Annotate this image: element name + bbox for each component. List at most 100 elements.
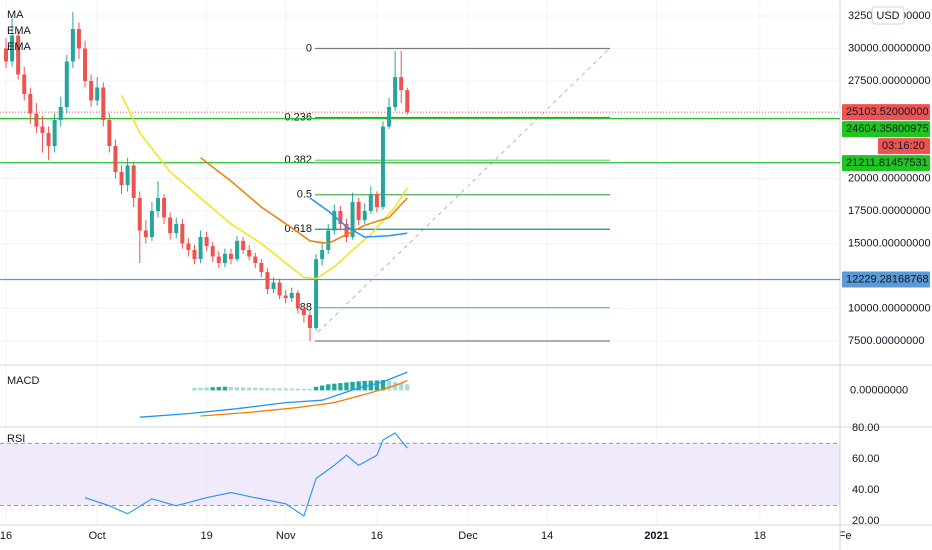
macd-histogram-bar: [289, 388, 294, 391]
moving-average-line: [200, 157, 408, 245]
macd-histogram-bar: [307, 388, 313, 391]
candle-body: [113, 146, 118, 172]
candle-body: [46, 133, 51, 146]
macd-histogram-bar: [350, 381, 355, 391]
rsi-tick-label: 20.00: [852, 515, 880, 527]
macd-histogram-bar: [253, 387, 258, 391]
macd-histogram-bar: [399, 383, 404, 391]
candle-body: [320, 249, 325, 260]
candle-body: [198, 236, 203, 260]
macd-histogram-bar: [271, 388, 276, 391]
macd-histogram-bar: [247, 387, 252, 391]
macd-histogram-bar: [386, 380, 392, 391]
rsi-line: [84, 432, 408, 517]
candle-body: [125, 165, 130, 185]
fib-label: 0.382: [284, 154, 312, 166]
candle-body: [222, 253, 227, 263]
macd-histogram-bar: [265, 388, 270, 391]
candle-body: [247, 249, 252, 257]
macd-histogram-bar: [210, 387, 215, 391]
macd-histogram-bar: [362, 380, 367, 391]
fib-label: 0.5: [297, 189, 312, 201]
candle-body: [95, 87, 100, 101]
candle-body: [89, 81, 94, 101]
candle-body: [28, 94, 33, 114]
candle-body: [174, 223, 179, 234]
candle-body: [253, 256, 258, 263]
price-badge-label: 03:16:20: [882, 140, 925, 152]
candle-body: [40, 126, 45, 134]
candle-body: [289, 292, 294, 299]
price-badge: [842, 104, 930, 121]
macd-histogram-bar: [259, 387, 264, 391]
candle-body: [4, 48, 8, 62]
candle-body: [356, 201, 361, 221]
candle-body: [58, 107, 63, 121]
macd-histogram-bar: [301, 388, 307, 391]
price-badge-label: 24604.35800975: [846, 123, 929, 135]
candle-body: [344, 223, 349, 237]
candle-body: [314, 259, 319, 328]
candle-body: [131, 165, 136, 198]
candle-body: [192, 249, 197, 260]
candle-body: [259, 262, 264, 273]
fib-label: 0: [306, 42, 312, 54]
candle-body: [34, 113, 39, 127]
candle-body: [22, 74, 27, 95]
macd-histogram-bar: [222, 386, 228, 391]
legend-label: MA: [7, 9, 24, 21]
macd-histogram-bar: [240, 387, 246, 391]
candle-body: [308, 314, 312, 328]
candle-body: [332, 210, 337, 231]
candle-body: [301, 308, 306, 315]
candle-body: [295, 292, 300, 309]
fib-label: 0.618: [284, 223, 312, 235]
x-tick-label: 16: [371, 530, 383, 542]
candle-body: [265, 272, 270, 289]
candle-body: [107, 120, 112, 146]
candle-body: [70, 29, 75, 62]
candle-body: [235, 240, 240, 260]
macd-histogram-bar: [313, 386, 319, 391]
candle-body: [137, 197, 142, 231]
rsi-tick-label: 60.00: [852, 453, 880, 465]
macd-histogram-bar: [192, 387, 197, 391]
macd-histogram-bar: [228, 386, 234, 391]
fib-label: 0.236: [284, 111, 312, 123]
candle-body: [393, 77, 398, 108]
y-tick-label: 27500.00000000: [848, 75, 931, 87]
candle-body: [399, 77, 404, 91]
macd-histogram-bar: [204, 387, 209, 391]
macd-histogram-bar: [295, 388, 301, 391]
candle-body: [210, 246, 215, 257]
candle-body: [180, 223, 185, 244]
macd-line: [139, 371, 408, 418]
macd-histogram-bar: [326, 384, 331, 391]
candle-body: [380, 126, 385, 208]
x-tick-label: Nov: [276, 530, 296, 542]
candle-body: [16, 35, 21, 75]
candle-body: [52, 120, 57, 146]
price-badge-label: 12229.28168768: [846, 273, 929, 285]
x-tick-label: 2021: [644, 530, 668, 542]
macd-histogram-bar: [374, 380, 380, 391]
rsi-tick-label: 80.00: [852, 422, 880, 434]
macd-histogram-bar: [319, 385, 325, 391]
macd-histogram-bar: [344, 382, 349, 391]
pane-title: MACD: [7, 375, 39, 387]
candle-body: [405, 90, 410, 113]
price-badge: [842, 155, 930, 172]
x-tick-label: Dec: [458, 530, 478, 542]
candle-body: [64, 61, 69, 108]
x-tick-label: Fe: [839, 530, 852, 542]
candle-body: [241, 240, 246, 250]
moving-average-line: [309, 197, 408, 238]
macd-histogram-bar: [380, 380, 386, 391]
legend-label: EMA: [7, 41, 32, 53]
price-badge-label: 25103.52000000: [846, 106, 929, 118]
currency-badge: [871, 6, 905, 25]
macd-signal-line: [200, 379, 408, 417]
candle-body: [149, 210, 154, 237]
candle-body: [368, 194, 373, 211]
y-tick-label: 15000.00000000: [848, 237, 931, 249]
